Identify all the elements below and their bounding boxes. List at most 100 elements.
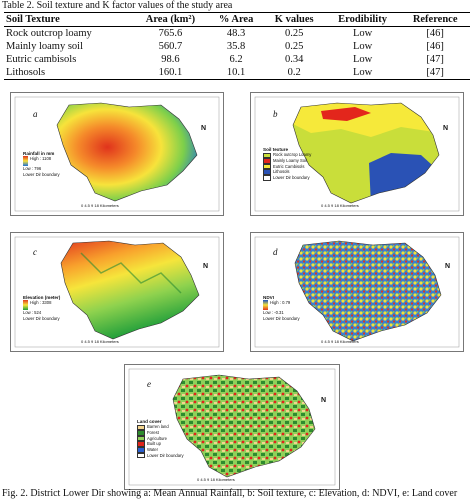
cell: 98.6	[161, 54, 180, 65]
legend-label: Rock outcrop Loamy	[273, 152, 312, 158]
scale-bar: 0 4.5 9 18 Kilometers	[81, 203, 119, 208]
gradient-swatch	[263, 300, 268, 311]
north-arrow-icon: N	[443, 125, 449, 132]
scale-bar: 0 4.5 9 18 Kilometers	[197, 477, 235, 482]
cell: 0.25	[285, 28, 304, 39]
legend-item: Lower Dir boundary	[263, 175, 311, 181]
legend-high-text: High : 0.79	[270, 300, 291, 306]
legend-item: Mainly Loamy Soil	[263, 158, 311, 164]
legend-item: Built up	[137, 441, 184, 447]
map-panel-soil-texture: b Soil texture Rock outcrop Loamy Mainly…	[250, 92, 464, 216]
legend-item: Eutric Cambisols	[263, 164, 311, 170]
figure-caption: Fig. 2. District Lower Dir showing a: Me…	[2, 488, 458, 499]
legend-boundary: Lower Dir boundary	[263, 315, 300, 321]
cell: 0.2	[263, 66, 325, 80]
table-row: Lithosols 160.1 10.1 0.2 Low [47]	[4, 66, 470, 80]
legend-swatch	[137, 452, 145, 459]
legend-label: Agriculture	[147, 435, 168, 441]
ndvi-legend: NDVI High : 0.79 Low : -0.31 Lower Dir b…	[263, 295, 300, 321]
rainfall-legend: Rainfall in mm High : 1108 Low : 796 Low…	[23, 151, 60, 177]
legend-label: Lower Dir boundary	[147, 452, 184, 458]
elevation-legend: Elevation (meter) High : 3308 Low : 524 …	[23, 295, 60, 321]
legend-item: Agriculture	[137, 436, 184, 442]
legend-boundary: Lower Dir boundary	[23, 315, 60, 321]
cell: 35.8	[226, 41, 246, 52]
table-row: Rock outcrop loamy 765.6 48.3 0.25 Low […	[4, 27, 470, 41]
header-reference: Reference	[400, 12, 470, 27]
legend-item: Forest	[137, 430, 184, 436]
panel-letter: d	[273, 247, 278, 257]
scale-bar: 0 4.5 9 18 Kilometers	[321, 203, 359, 208]
map-panel-land-cover: e Land cover Barren land Forest Agricult…	[124, 364, 340, 490]
soil-texture-map	[254, 96, 460, 212]
legend-boundary: Lower Dir boundary	[23, 171, 60, 177]
legend-low-text: Low : 796	[23, 166, 42, 172]
legend-swatch	[137, 430, 145, 436]
legend-swatch	[137, 424, 145, 431]
elevation-map	[14, 236, 220, 348]
legend-item: Lower Dir boundary	[137, 453, 184, 459]
north-arrow-icon: N	[201, 125, 207, 132]
panel-letter: e	[147, 379, 151, 389]
map-panel-rainfall: a Rainfall in mm High : 1108 Low : 796 L…	[10, 92, 224, 216]
cell: 6.2	[229, 54, 243, 65]
north-arrow-icon: N	[321, 397, 327, 404]
soil-legend: Soil texture Rock outcrop Loamy Mainly L…	[263, 147, 311, 181]
rainfall-map	[14, 96, 220, 212]
cell: 0.25	[285, 41, 304, 52]
cell: Rock outcrop loamy	[6, 28, 92, 39]
legend-swatch	[263, 175, 271, 181]
panel-letter: c	[33, 247, 37, 257]
gradient-swatch	[23, 156, 28, 167]
legend-swatch	[263, 169, 271, 175]
cell: Low	[324, 66, 401, 80]
legend-label: Water	[147, 446, 159, 452]
legend-label: Forest	[147, 430, 159, 436]
legend-label: Lithosols	[273, 169, 290, 175]
legend-item: Rock outcrop Loamy	[263, 152, 312, 159]
cell: Eutric cambisols	[6, 54, 77, 65]
header-erodibility: Erodibility	[324, 12, 401, 27]
legend-title: Land cover	[137, 419, 162, 424]
cell: Lithosols	[4, 66, 133, 80]
legend-swatch	[263, 152, 271, 159]
reference-link[interactable]: [46]	[426, 41, 444, 52]
legend-swatch	[137, 441, 145, 447]
map-panel-ndvi: d NDVI High : 0.79 Low : -0.31 Lower Dir…	[250, 232, 464, 352]
legend-high: High : 1108	[23, 156, 60, 167]
land-cover-map	[128, 368, 336, 486]
legend-swatch	[263, 163, 271, 170]
ndvi-map	[254, 236, 460, 348]
legend-item: Lithosols	[263, 169, 311, 175]
reference-link[interactable]: [46]	[426, 28, 444, 39]
header-k-values: K values	[263, 12, 325, 27]
cell: Low	[352, 28, 373, 39]
legend-title: NDVI	[263, 295, 274, 300]
panel-letter: b	[273, 109, 278, 119]
cell: 765.6	[158, 28, 183, 39]
legend-item: Water	[137, 447, 184, 453]
legend-item: Barren land	[137, 424, 184, 431]
legend-low-text: Low : -0.31	[263, 310, 284, 316]
legend-label: Built up	[147, 441, 161, 447]
table-caption: Table 2. Soil texture and K factor value…	[2, 0, 233, 11]
legend-high: High : 3308	[23, 300, 60, 311]
legend-label: Eutric Cambisols	[273, 163, 305, 169]
header-area: Area (km²)	[132, 12, 209, 27]
north-arrow-icon: N	[445, 263, 451, 270]
cell: Low	[352, 54, 373, 65]
legend-title: Elevation (meter)	[23, 295, 61, 300]
table-row: Eutric cambisols 98.6 6.2 0.34 Low [47]	[4, 53, 470, 66]
reference-link[interactable]: [47]	[426, 54, 444, 65]
legend-label: Mainly Loamy Soil	[273, 158, 307, 164]
map-panel-elevation: c Elevation (meter) High : 3308 Low : 52…	[10, 232, 224, 352]
header-soil-texture: Soil Texture	[4, 12, 133, 27]
legend-title: Rainfall in mm	[23, 151, 55, 156]
cell: Low	[352, 41, 373, 52]
legend-swatch	[137, 447, 145, 453]
cell: Mainly loamy soil	[6, 41, 83, 52]
legend-high-text: High : 3308	[30, 300, 52, 306]
gradient-swatch	[23, 300, 28, 311]
legend-title: Soil texture	[263, 147, 289, 152]
reference-link[interactable]: [47]	[400, 66, 470, 80]
